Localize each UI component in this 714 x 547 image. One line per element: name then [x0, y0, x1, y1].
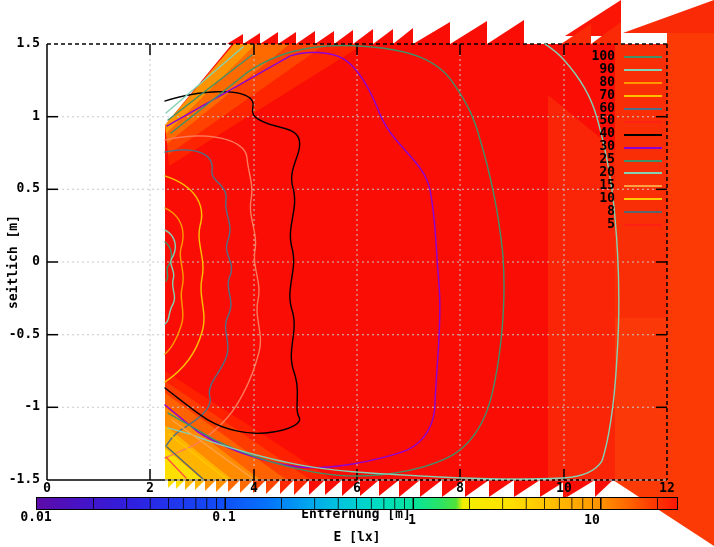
colorbar — [36, 497, 678, 510]
contour-40 — [164, 91, 301, 434]
legend-line-swatch — [624, 159, 662, 162]
contour-20 — [167, 43, 620, 480]
contour-20-fan — [165, 46, 244, 114]
colorbar-tick-label: 10 — [584, 513, 600, 528]
legend-line-swatch — [624, 211, 662, 214]
legend-line-swatch — [624, 108, 662, 110]
legend-line-swatch — [624, 185, 662, 188]
y-tick-label: -0.5 — [8, 327, 40, 342]
grid-layer — [46, 43, 668, 481]
legend-row: 5 — [566, 216, 662, 232]
legend-value: 100 — [591, 49, 615, 64]
x-axis-title: Entfernung [m] — [301, 507, 411, 522]
contour-15-fan — [171, 419, 253, 479]
top-sawtooth — [227, 20, 524, 44]
legend-line-swatch — [624, 224, 662, 227]
data-region — [165, 44, 667, 480]
y-tick-label: -1 — [24, 399, 40, 414]
contour-90 — [164, 229, 177, 325]
legend-row: 15 — [566, 177, 662, 193]
colorbar-tick-label: 0.1 — [212, 510, 236, 525]
legend-row: 8 — [566, 203, 662, 219]
contour-8-fan — [166, 446, 204, 480]
legend-value: 10 — [599, 190, 615, 206]
x-tick-label: 10 — [556, 481, 572, 496]
legend-row: 60 — [566, 100, 662, 116]
legend-row: 100 — [566, 49, 662, 64]
legend-row: 90 — [566, 61, 662, 77]
legend-line-swatch — [624, 120, 662, 123]
legend-line-swatch — [624, 56, 662, 59]
legend-line-swatch — [624, 133, 662, 136]
legend-line-swatch — [624, 82, 662, 85]
contour-10-fan — [168, 433, 227, 480]
legend-line-swatch — [624, 95, 662, 98]
legend-line-swatch — [624, 69, 662, 72]
x-tick-label: 12 — [659, 481, 675, 496]
contour-70 — [164, 175, 205, 383]
y-axis-title: seitlich [m] — [6, 215, 21, 309]
x-tick-label: 2 — [146, 481, 154, 496]
legend-value: 25 — [599, 152, 615, 168]
pm3d-fill-layer — [165, 0, 714, 546]
colorbar-tick-label: 1 — [408, 513, 416, 528]
legend-row: 20 — [566, 165, 662, 181]
contour-80 — [164, 207, 184, 355]
legend-row: 80 — [566, 74, 662, 90]
legend-row: 10 — [566, 190, 662, 206]
contour-legend: 100 90 80 70 60 50 40 30 25 20 15 10 8 5 — [566, 49, 662, 232]
contour-60 — [164, 149, 233, 447]
legend-line-swatch — [624, 146, 662, 149]
x-tick-label: 8 — [456, 481, 464, 496]
contour-100 — [164, 241, 173, 282]
legend-value: 60 — [599, 100, 615, 116]
y-tick-label: -1.5 — [8, 472, 40, 487]
legend-value: 5 — [607, 216, 615, 232]
legend-row: 25 — [566, 152, 662, 168]
legend-line-swatch — [624, 198, 662, 201]
legend-value: 70 — [599, 87, 615, 103]
legend-line-swatch — [624, 172, 662, 175]
colorbar-tick-label: 0.01 — [20, 510, 52, 525]
legend-row: 40 — [566, 126, 662, 142]
y-tick-label: 0.5 — [16, 181, 40, 196]
legend-value: 15 — [599, 177, 615, 193]
bottom-sawtooth — [168, 480, 613, 497]
legend-row: 30 — [566, 139, 662, 155]
y-tick-label: 0 — [32, 254, 40, 269]
colorbar-ticks — [93, 498, 658, 509]
contour-30 — [164, 51, 441, 469]
top-left-fan — [165, 44, 364, 166]
contour-25-fan — [167, 54, 253, 121]
legend-value: 80 — [599, 74, 615, 90]
legend-value: 20 — [599, 165, 615, 181]
contour-25 — [167, 44, 505, 477]
legend-value: 30 — [599, 139, 615, 155]
x-tick-label: 6 — [353, 481, 361, 496]
contour-layer — [164, 43, 620, 480]
legend-value: 8 — [607, 203, 615, 219]
contour-5-fan — [165, 456, 187, 479]
legend-row: 70 — [566, 87, 662, 103]
legend-value: 40 — [599, 126, 615, 142]
legend-value: 90 — [599, 61, 615, 77]
legend-row: 50 — [566, 115, 662, 128]
legend-value: 50 — [599, 113, 615, 129]
colorbar-title: E [lx] — [333, 530, 381, 545]
x-tick-label: 4 — [250, 481, 258, 496]
x-tick-label: 0 — [43, 481, 51, 496]
y-tick-label: 1.5 — [16, 36, 40, 51]
y-tick-label: 1 — [32, 109, 40, 124]
